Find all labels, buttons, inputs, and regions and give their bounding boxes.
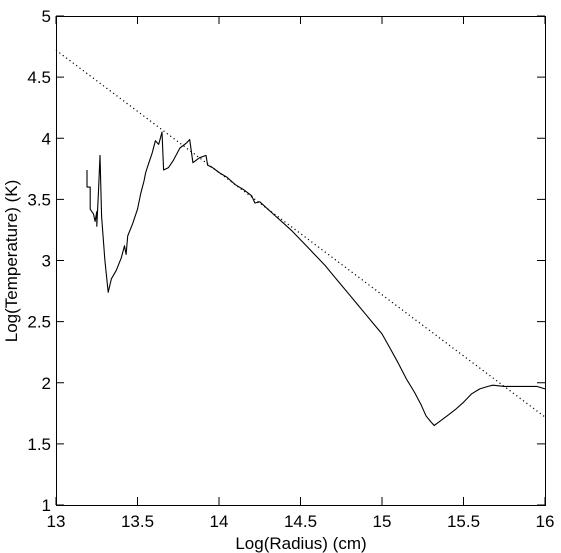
y-tick-label: 1.5 (27, 435, 51, 454)
x-axis-label: Log(Radius) (cm) (235, 534, 366, 553)
x-tick-label: 14 (210, 512, 229, 531)
y-tick-label: 5 (42, 7, 51, 26)
y-tick-label: 3 (42, 252, 51, 271)
y-tick-label: 2 (42, 374, 51, 393)
x-tick-label: 15.5 (447, 512, 480, 531)
y-tick-label: 3.5 (27, 190, 51, 209)
x-tick-label: 13 (47, 512, 66, 531)
x-tick-label: 16 (536, 512, 555, 531)
y-axis-ticks: 1 1.5 2 2.5 3 3.5 4 4.5 5 (27, 7, 545, 515)
y-tick-label: 4.5 (27, 68, 51, 87)
fit-line-dotted (55, 49, 546, 418)
x-tick-label: 13.5 (121, 512, 154, 531)
plot-area-frame (56, 16, 546, 506)
x-axis-ticks: 13 13.5 14 14.5 15 15.5 16 (47, 16, 555, 531)
y-tick-label: 4 (42, 129, 51, 148)
temperature-profile-line (86, 131, 546, 427)
y-tick-label: 1 (42, 496, 51, 515)
series-layer (55, 49, 546, 427)
y-axis-label: Log(Temperature) (K) (2, 180, 21, 343)
x-tick-label: 15 (373, 512, 392, 531)
y-tick-label: 2.5 (27, 313, 51, 332)
x-tick-label: 14.5 (284, 512, 317, 531)
